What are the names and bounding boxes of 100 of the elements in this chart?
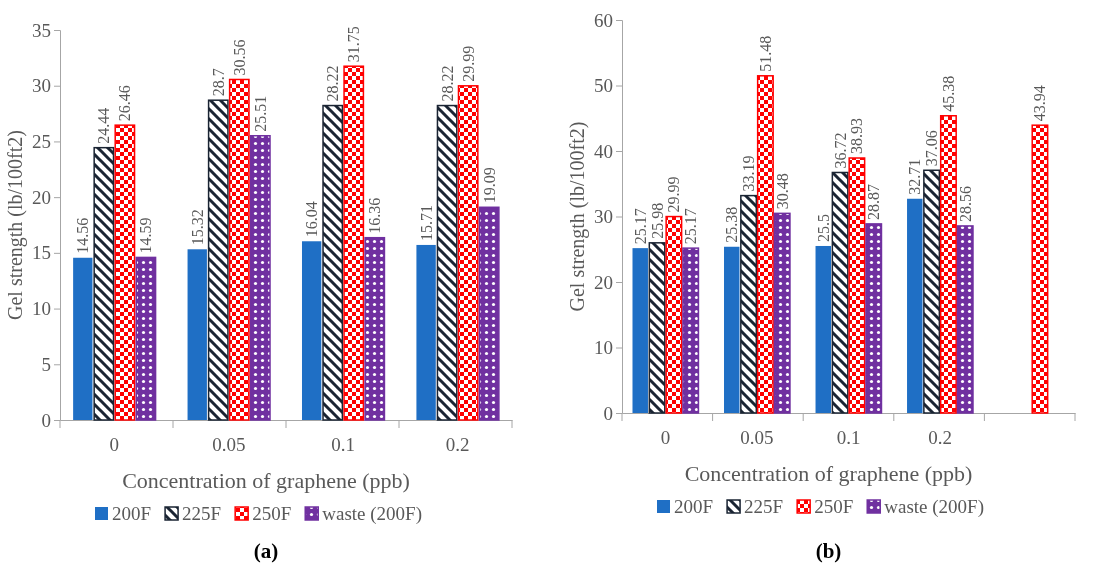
legend-label: 250F	[814, 496, 854, 517]
data-label: 33.19	[740, 155, 758, 192]
legend-label: 200F	[112, 503, 152, 524]
data-label: 28.22	[324, 65, 342, 102]
y-axis-title: Gel strength (lb/100ft2)	[4, 130, 27, 320]
x-tick-label: 0.05	[740, 427, 774, 449]
bar	[865, 223, 883, 414]
y-tick-label: 40	[594, 140, 613, 162]
data-label: 19.09	[480, 167, 498, 204]
bar	[848, 157, 866, 414]
data-label: 43.94	[1031, 85, 1049, 122]
y-tick-label: 15	[32, 242, 51, 264]
data-label: 36.72	[831, 132, 849, 169]
data-label: 32.71	[906, 158, 924, 195]
y-axis-title: Gel strength (lb/100ft2)	[566, 121, 589, 312]
x-axis-title: Concentration of graphene (ppb)	[684, 461, 973, 486]
bar	[478, 206, 500, 421]
y-tick-label: 20	[594, 271, 613, 293]
y-tick-label: 30	[594, 206, 613, 228]
bar	[1031, 124, 1049, 414]
bar	[665, 215, 683, 414]
y-tick-label: 0	[41, 409, 51, 431]
data-label: 29.99	[459, 45, 477, 82]
y-tick-label: 5	[41, 353, 51, 375]
bar	[773, 212, 791, 414]
bar	[956, 225, 974, 414]
y-tick-label: 20	[32, 186, 51, 208]
bar	[740, 194, 758, 414]
bar	[416, 244, 436, 420]
data-label: 30.56	[230, 39, 248, 76]
data-label: 28.7	[209, 68, 227, 97]
data-label: 31.75	[345, 26, 363, 63]
bar	[682, 247, 700, 414]
data-label: 28.22	[438, 65, 456, 102]
data-label: 15.32	[188, 209, 206, 246]
bar	[831, 171, 849, 414]
data-label: 37.06	[923, 130, 941, 167]
bar	[343, 65, 365, 421]
bar	[364, 236, 386, 421]
data-label: 28.56	[956, 185, 974, 222]
data-label: 45.38	[939, 75, 957, 112]
legend-label: 225F	[744, 496, 784, 517]
y-tick-label: 60	[594, 9, 613, 31]
x-tick-label: 0.1	[836, 427, 861, 449]
data-label: 25.17	[682, 208, 700, 245]
y-tick-label: 35	[32, 19, 51, 41]
bar	[187, 249, 207, 420]
data-label: 29.99	[665, 176, 683, 213]
bar	[756, 75, 774, 414]
bar	[93, 146, 115, 421]
bar	[436, 104, 458, 421]
data-label: 16.04	[303, 201, 321, 238]
y-tick-label: 30	[32, 75, 51, 97]
bar	[228, 78, 250, 421]
bar	[207, 99, 229, 421]
bar	[923, 169, 941, 414]
data-label: 14.56	[74, 217, 92, 254]
x-tick-label: 0.1	[331, 434, 356, 456]
x-axis-title: Concentration of graphene (ppb)	[122, 468, 410, 493]
data-label: 24.44	[95, 107, 113, 144]
data-label: 16.36	[366, 197, 384, 234]
y-tick-label: 25	[32, 131, 51, 153]
bar	[135, 256, 157, 421]
bar	[114, 124, 136, 421]
text: (b)	[815, 539, 842, 563]
y-tick-label: 50	[594, 75, 613, 97]
data-label: 25.51	[251, 95, 269, 132]
data-label: 15.71	[417, 204, 435, 241]
bar	[648, 242, 666, 414]
data-label: 30.48	[773, 173, 791, 210]
bar	[632, 248, 648, 413]
legend-label: waste (200F)	[322, 503, 422, 525]
x-tick-label: 0.2	[445, 434, 470, 456]
bar	[249, 135, 271, 421]
bar	[73, 257, 93, 420]
data-label: 51.48	[756, 35, 774, 72]
legend-label: 225F	[182, 503, 222, 524]
bar	[457, 85, 479, 421]
y-tick-label: 10	[594, 337, 613, 359]
data-label: 25.38	[723, 206, 741, 243]
y-tick-label: 0	[603, 402, 613, 424]
bar	[815, 245, 831, 413]
x-tick-label: 0.05	[212, 434, 246, 456]
x-tick-label: 0	[660, 427, 671, 449]
data-label: 14.59	[137, 217, 155, 254]
bar	[301, 241, 322, 420]
data-label: 28.87	[865, 183, 883, 220]
data-label: 25.17	[631, 208, 649, 245]
data-label: 25.98	[648, 202, 666, 239]
y-tick-label: 10	[32, 298, 51, 320]
legend-label: 200F	[674, 496, 714, 517]
legend-label: waste (200F)	[884, 496, 984, 518]
data-label: 26.46	[116, 85, 134, 122]
bar	[322, 104, 344, 421]
bar	[724, 246, 740, 413]
text: (a)	[253, 539, 279, 563]
x-tick-label: 0	[109, 434, 120, 456]
bar	[939, 115, 957, 414]
data-label: 38.93	[848, 118, 866, 155]
x-tick-label: 0.2	[928, 427, 952, 449]
